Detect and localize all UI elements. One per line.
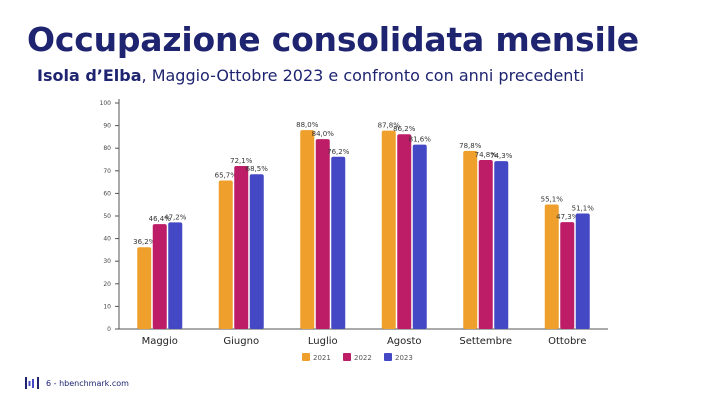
- subtitle-period: , Maggio-Ottobre 2023 e confronto con an…: [141, 66, 585, 85]
- y-tick-label: 20: [103, 281, 111, 288]
- bar: [397, 134, 412, 329]
- y-tick-label: 60: [103, 190, 111, 197]
- bar: [234, 166, 249, 329]
- footer-text: 6 - hbenchmark.com: [46, 378, 129, 388]
- bar: [494, 161, 509, 329]
- bar: [412, 144, 427, 329]
- bar-value-label: 51,1%: [572, 205, 595, 213]
- bar-value-label: 72,1%: [230, 157, 253, 165]
- page-subtitle: Isola d’Elba, Maggio-Ottobre 2023 e conf…: [37, 66, 584, 85]
- x-category-label: Ottobre: [548, 336, 586, 347]
- bar: [575, 213, 590, 329]
- bar: [544, 204, 559, 329]
- y-tick-label: 30: [103, 258, 111, 265]
- y-tick-label: 90: [103, 123, 111, 130]
- bar-value-label: 36,2%: [133, 238, 156, 246]
- x-category-label: Agosto: [387, 336, 422, 347]
- x-category-label: Giugno: [223, 336, 259, 347]
- page-title: Occupazione consolidata mensile: [27, 20, 639, 59]
- bar: [137, 247, 152, 329]
- bar: [168, 222, 183, 329]
- legend-swatch: [302, 353, 310, 361]
- legend-label: 2021: [313, 354, 331, 362]
- subtitle-location: Isola d’Elba: [37, 66, 142, 85]
- bar-value-label: 86,2%: [393, 125, 416, 133]
- y-tick-label: 50: [103, 213, 111, 220]
- bar: [249, 174, 264, 329]
- legend-label: 2023: [395, 354, 413, 362]
- bar: [218, 180, 233, 329]
- bar: [381, 130, 396, 329]
- bar-value-label: 74,8%: [475, 151, 498, 159]
- x-category-label: Luglio: [308, 336, 338, 347]
- bar-value-label: 47,3%: [556, 213, 579, 221]
- y-tick-label: 10: [103, 303, 111, 310]
- bar: [331, 156, 346, 329]
- bar: [300, 130, 315, 329]
- bar-value-label: 65,7%: [215, 172, 238, 180]
- bar: [478, 159, 493, 329]
- bar-value-label: 76,2%: [327, 148, 350, 156]
- bar-value-label: 74,3%: [490, 152, 513, 160]
- legend-label: 2022: [354, 354, 372, 362]
- bar-value-label: 78,8%: [459, 142, 482, 150]
- y-tick-label: 100: [100, 100, 112, 107]
- y-tick-label: 80: [103, 145, 111, 152]
- footer: 6 - hbenchmark.com: [25, 376, 129, 390]
- bar-value-label: 47,2%: [164, 213, 187, 221]
- bar-value-label: 88,0%: [296, 121, 319, 129]
- bar: [463, 150, 478, 329]
- bar: [152, 224, 167, 329]
- legend-swatch: [343, 353, 351, 361]
- x-category-label: Settembre: [459, 336, 512, 347]
- bar: [560, 222, 575, 329]
- bar-value-label: 87,8%: [378, 122, 401, 130]
- bar-value-label: 81,6%: [409, 136, 432, 144]
- bar-value-label: 46,4%: [149, 215, 172, 223]
- y-tick-label: 0: [107, 326, 111, 333]
- bar: [315, 139, 330, 329]
- legend-swatch: [384, 353, 392, 361]
- bar-value-label: 84,0%: [312, 130, 335, 138]
- bar-value-label: 55,1%: [541, 195, 564, 203]
- y-tick-label: 40: [103, 236, 111, 243]
- hbenchmark-logo-icon: [25, 377, 39, 389]
- y-tick-label: 70: [103, 168, 111, 175]
- x-category-label: Maggio: [142, 336, 178, 347]
- bar-value-label: 68,5%: [246, 165, 269, 173]
